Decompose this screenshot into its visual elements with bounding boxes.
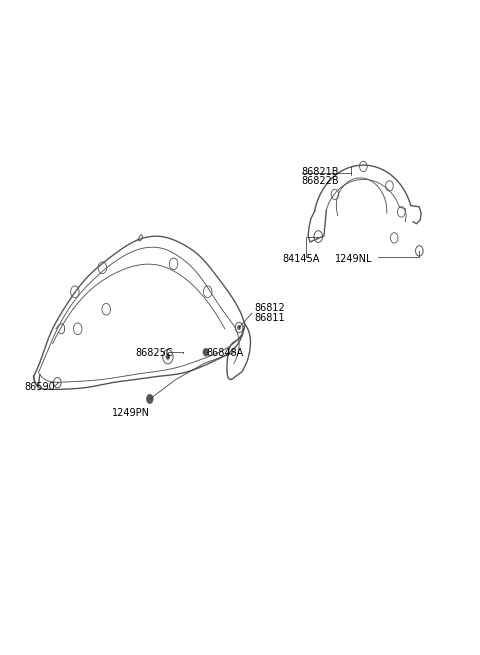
Text: 86822B: 86822B <box>301 176 339 187</box>
Text: 84145A: 84145A <box>283 254 320 265</box>
Text: 86590: 86590 <box>24 383 55 392</box>
Circle shape <box>238 326 240 329</box>
Text: 86825C: 86825C <box>136 348 173 358</box>
Circle shape <box>166 354 170 360</box>
Circle shape <box>203 348 209 356</box>
Text: 1249NL: 1249NL <box>335 254 372 265</box>
Text: 86848A: 86848A <box>207 348 244 358</box>
Text: 86821B: 86821B <box>301 166 339 177</box>
Circle shape <box>146 394 153 403</box>
Text: 86812: 86812 <box>254 303 285 313</box>
Text: 86811: 86811 <box>254 312 285 323</box>
Text: 1249PN: 1249PN <box>112 408 150 419</box>
